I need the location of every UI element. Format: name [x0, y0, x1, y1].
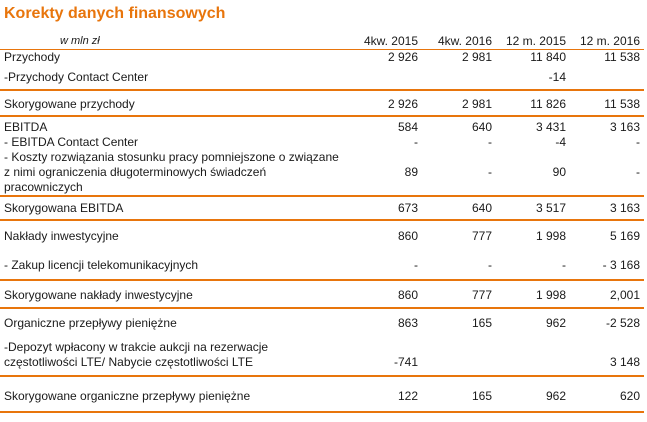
- row-value: 3 163: [609, 119, 640, 134]
- column-header: 4kw. 2015: [348, 32, 422, 50]
- row-value: 2 926: [387, 50, 418, 64]
- row-value: [422, 66, 496, 91]
- table-row: EBITDA 584 640 3 431 3 163: [0, 116, 644, 135]
- table-row: Nakłady inwestycyjne 860 777 1 998 5 169: [0, 220, 644, 246]
- row-value: 2 926: [348, 89, 422, 117]
- row-label: Skorygowane organiczne przepływy pienięż…: [0, 375, 348, 413]
- row-value: -4: [555, 134, 566, 149]
- row-value: 1 998: [496, 279, 570, 309]
- column-header: 4kw. 2016: [422, 32, 496, 50]
- row-value: 11 538: [570, 89, 644, 117]
- row-value: [348, 66, 422, 91]
- table-row: Przychody 2 926 2 981 11 840 11 538: [0, 50, 644, 67]
- row-value: 165: [422, 375, 496, 413]
- row-value: [496, 333, 570, 377]
- row-value: -2 528: [605, 315, 640, 330]
- row-value: 3 148: [570, 333, 644, 377]
- row-value: -14: [496, 66, 570, 91]
- row-label: Skorygowane nakłady inwestycyjne: [0, 279, 348, 309]
- row-value: 2 981: [461, 50, 492, 64]
- row-value: -741: [348, 333, 422, 377]
- table-row: -Depozyt wpłacony w trakcie aukcji na re…: [0, 333, 644, 377]
- row-value: -: [636, 134, 640, 149]
- table-row: - Zakup licencji telekomunikacyjnych - -…: [0, 245, 644, 281]
- row-value: 2,001: [570, 279, 644, 309]
- row-label: -Przychody Contact Center: [0, 66, 348, 91]
- row-value: 2 981: [422, 89, 496, 117]
- column-header: 12 m. 2016: [570, 32, 644, 50]
- row-value: - 3 168: [570, 245, 644, 281]
- row-value: -: [348, 245, 422, 281]
- row-label: Skorygowana EBITDA: [0, 195, 348, 221]
- row-label: EBITDA: [4, 119, 48, 134]
- table-row: - EBITDA Contact Center - - -4 -: [0, 135, 644, 150]
- table-row: Skorygowane organiczne przepływy pienięż…: [0, 375, 644, 413]
- row-value: 3 163: [570, 195, 644, 221]
- row-value: 11 826: [496, 89, 570, 117]
- row-value: 863: [397, 315, 418, 330]
- row-value: -: [422, 245, 496, 281]
- table-header: w mln zł 4kw. 2015 4kw. 2016 12 m. 2015 …: [0, 32, 644, 50]
- row-value: 962: [496, 375, 570, 413]
- row-value: 673: [348, 195, 422, 221]
- row-value: 860: [397, 228, 418, 243]
- row-value: 3 431: [535, 119, 566, 134]
- row-label: Przychody: [4, 50, 61, 64]
- row-value: 777: [422, 279, 496, 309]
- column-header: 12 m. 2015: [496, 32, 570, 50]
- table-row: - Koszty rozwiązania stosunku pracy pomn…: [0, 149, 644, 197]
- row-value: 620: [570, 375, 644, 413]
- row-value: 11 840: [530, 50, 566, 64]
- row-value: -: [488, 134, 492, 149]
- row-label: - Koszty rozwiązania stosunku pracy pomn…: [0, 149, 348, 197]
- row-value: 640: [471, 119, 492, 134]
- row-label: - EBITDA Contact Center: [4, 134, 139, 149]
- row-value: 11 538: [604, 50, 640, 64]
- row-value: 165: [471, 315, 492, 330]
- row-value: -: [570, 149, 644, 197]
- row-label: Organiczne przepływy pieniężne: [4, 315, 177, 330]
- row-label: Skorygowane przychody: [0, 89, 348, 117]
- row-value: 962: [545, 315, 566, 330]
- row-value: 1 998: [535, 228, 566, 243]
- table-row: Skorygowana EBITDA 673 640 3 517 3 163: [0, 195, 644, 221]
- row-label: - Zakup licencji telekomunikacyjnych: [0, 245, 348, 281]
- row-value: -: [414, 134, 418, 149]
- row-value: 3 517: [496, 195, 570, 221]
- table-row: Skorygowane nakłady inwestycyjne 860 777…: [0, 279, 644, 309]
- row-value: 5 169: [609, 228, 640, 243]
- row-value: 777: [471, 228, 492, 243]
- row-value: 90: [496, 149, 570, 197]
- unit-label: w mln zł: [0, 32, 348, 50]
- row-value: [422, 333, 496, 377]
- row-label: -Depozyt wpłacony w trakcie aukcji na re…: [0, 333, 348, 377]
- financial-adjustments-table: w mln zł 4kw. 2015 4kw. 2016 12 m. 2015 …: [0, 32, 644, 413]
- row-value: -: [422, 149, 496, 197]
- row-value: -: [496, 245, 570, 281]
- row-label: Nakłady inwestycyjne: [4, 228, 119, 243]
- row-value: [570, 66, 644, 91]
- page-title: Korekty danych finansowych: [4, 5, 226, 22]
- table-row: Organiczne przepływy pieniężne 863 165 9…: [0, 308, 644, 334]
- row-value: 122: [348, 375, 422, 413]
- table-row: -Przychody Contact Center -14: [0, 66, 644, 91]
- row-value: 640: [422, 195, 496, 221]
- table-row: Skorygowane przychody 2 926 2 981 11 826…: [0, 89, 644, 117]
- row-value: 89: [348, 149, 422, 197]
- row-value: 860: [348, 279, 422, 309]
- row-value: 584: [397, 119, 418, 134]
